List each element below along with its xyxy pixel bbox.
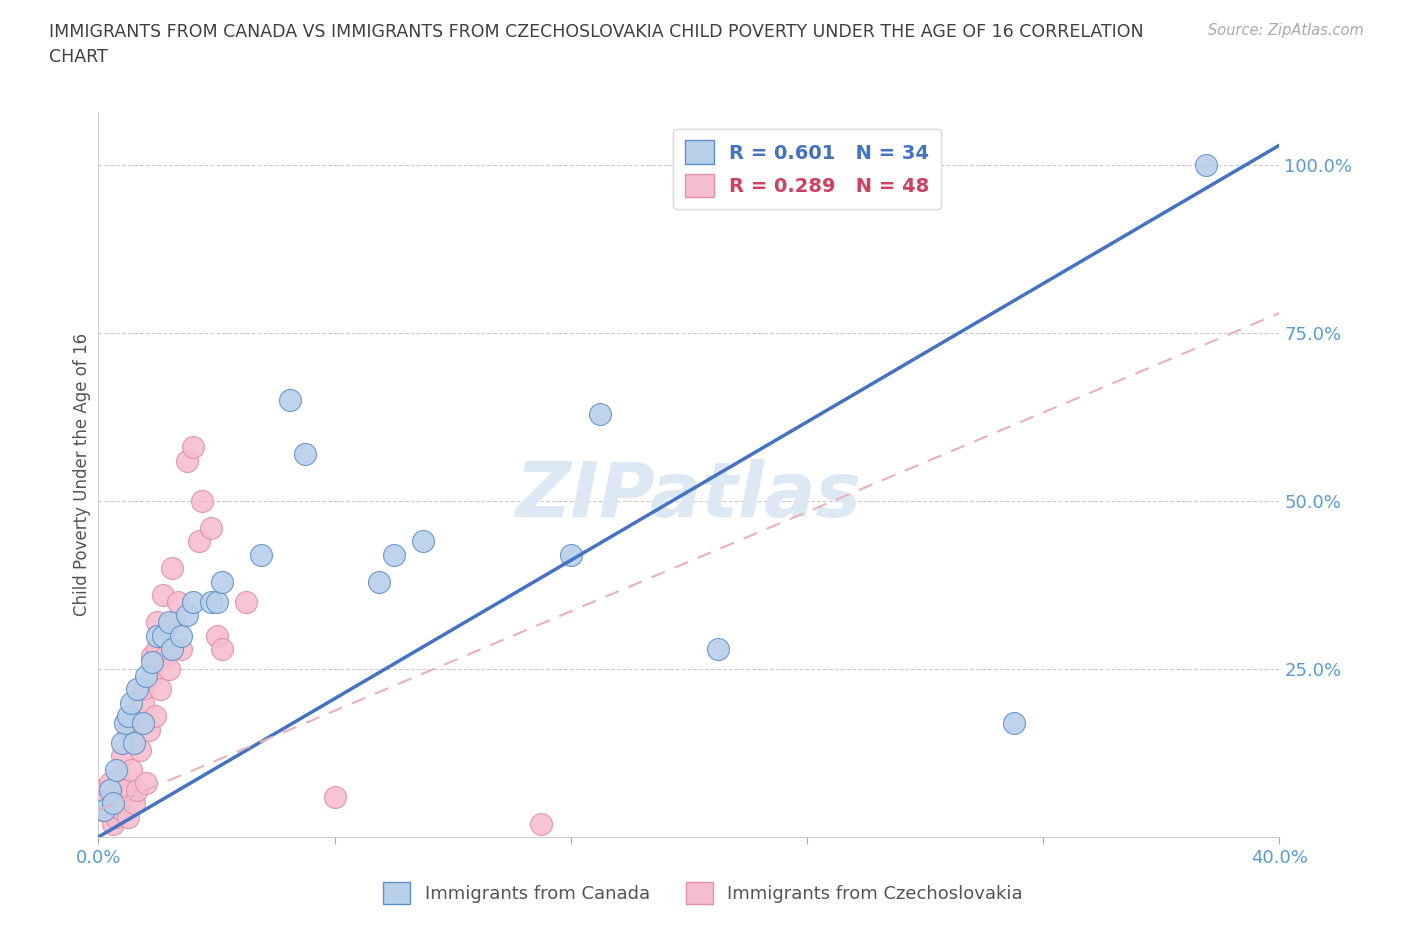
Point <box>90 782 112 797</box>
Point <box>122 736 145 751</box>
Point <box>111 736 134 751</box>
Point <box>382 548 405 563</box>
Point <box>90 803 112 817</box>
Point <box>143 709 166 724</box>
Legend: R = 0.601   N = 34, R = 0.289   N = 48: R = 0.601 N = 34, R = 0.289 N = 48 <box>673 128 941 209</box>
Point <box>132 696 155 711</box>
Point <box>141 669 163 684</box>
Point <box>117 809 139 824</box>
Point <box>707 642 730 657</box>
Point <box>211 642 233 657</box>
Point <box>412 534 434 549</box>
Point <box>211 575 233 590</box>
Point <box>235 594 257 609</box>
Point <box>162 642 183 657</box>
Point <box>135 669 157 684</box>
Point <box>278 393 302 408</box>
Point <box>176 454 198 469</box>
Text: IMMIGRANTS FROM CANADA VS IMMIGRANTS FROM CZECHOSLOVAKIA CHILD POVERTY UNDER THE: IMMIGRANTS FROM CANADA VS IMMIGRANTS FRO… <box>49 23 1144 41</box>
Point <box>530 817 553 831</box>
Point <box>152 588 174 603</box>
Point <box>200 521 222 536</box>
Point <box>93 796 115 811</box>
Point <box>114 782 136 797</box>
Point <box>103 817 125 831</box>
Point <box>93 803 115 817</box>
Point <box>165 615 187 630</box>
Point <box>368 575 391 590</box>
Point <box>132 715 155 730</box>
Text: CHART: CHART <box>49 48 108 66</box>
Y-axis label: Child Poverty Under the Age of 16: Child Poverty Under the Age of 16 <box>73 333 91 616</box>
Point <box>103 796 125 811</box>
Point <box>141 655 163 670</box>
Point <box>167 594 190 609</box>
Point <box>117 722 139 737</box>
Point <box>205 594 228 609</box>
Legend: Immigrants from Canada, Immigrants from Czechoslovakia: Immigrants from Canada, Immigrants from … <box>375 875 1031 911</box>
Point <box>117 709 139 724</box>
Point <box>122 796 145 811</box>
Point <box>181 440 204 455</box>
Point <box>141 648 163 663</box>
Text: ZIPatlas: ZIPatlas <box>516 459 862 533</box>
Point <box>162 561 183 576</box>
Point <box>122 709 145 724</box>
Point <box>105 763 128 777</box>
Point <box>111 749 134 764</box>
Point <box>149 682 172 697</box>
Point <box>125 782 148 797</box>
Point <box>152 628 174 643</box>
Point <box>176 608 198 623</box>
Point <box>157 661 180 676</box>
Point <box>323 790 346 804</box>
Point <box>146 628 169 643</box>
Point <box>138 722 160 737</box>
Point <box>114 715 136 730</box>
Point <box>103 790 125 804</box>
Point <box>560 548 582 563</box>
Point <box>108 769 131 784</box>
Point <box>589 406 612 421</box>
Point <box>205 628 228 643</box>
Point <box>111 803 134 817</box>
Point <box>152 628 174 643</box>
Text: Source: ZipAtlas.com: Source: ZipAtlas.com <box>1208 23 1364 38</box>
Point <box>108 796 131 811</box>
Point <box>120 763 142 777</box>
Point <box>155 648 177 663</box>
Point <box>132 682 155 697</box>
Point <box>1195 158 1218 173</box>
Point <box>170 628 193 643</box>
Point <box>294 446 316 461</box>
Point <box>98 776 121 790</box>
Point <box>128 742 150 757</box>
Point <box>105 809 128 824</box>
Point <box>146 642 169 657</box>
Point <box>146 615 169 630</box>
Point <box>98 782 121 797</box>
Point <box>96 803 118 817</box>
Point <box>187 534 209 549</box>
Point <box>200 594 222 609</box>
Point <box>157 615 180 630</box>
Point <box>250 548 273 563</box>
Point <box>191 494 214 509</box>
Point <box>120 696 142 711</box>
Point <box>125 682 148 697</box>
Point <box>170 642 193 657</box>
Point <box>135 776 157 790</box>
Point <box>181 594 204 609</box>
Point <box>1002 715 1025 730</box>
